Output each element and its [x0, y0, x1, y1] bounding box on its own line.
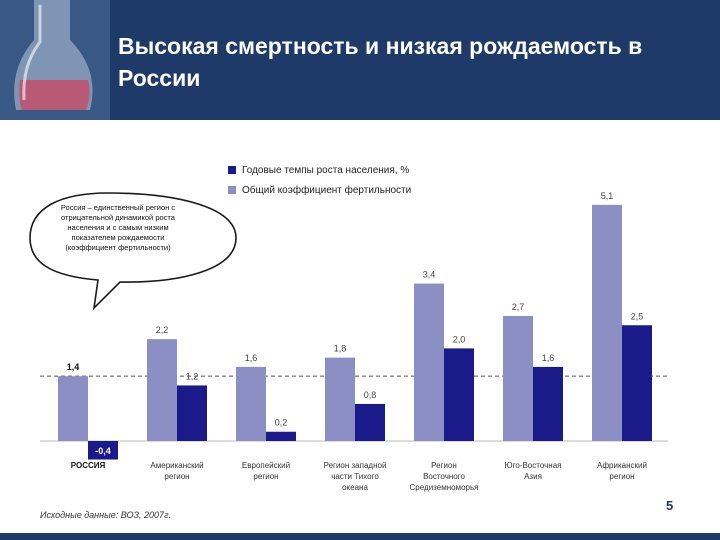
growth-bar-6 [622, 325, 652, 441]
growth-value-label-4: 2,0 [453, 334, 466, 344]
growth-bar-1 [177, 385, 207, 441]
growth-bar-4 [444, 348, 474, 441]
page-number: 5 [666, 498, 674, 513]
fertility-bar-2 [236, 366, 266, 441]
legend-label-fertility: Общий коэффициент фертильности [242, 184, 412, 196]
legend-item-fertility: Общий коэффициент фертильности [228, 180, 411, 200]
growth-value-label-2: 0,2 [275, 418, 288, 428]
fertility-bar-5 [503, 315, 533, 441]
fertility-bar-1 [147, 339, 177, 441]
fertility-value-label-5: 2,7 [512, 302, 525, 312]
chart-legend: Годовые темпы роста населения, % Общий к… [228, 160, 411, 200]
fertility-bar-6 [592, 204, 622, 441]
fertility-value-label-2: 1,6 [245, 353, 258, 363]
fertility-value-label-3: 1,8 [334, 344, 347, 354]
growth-bar-5 [533, 366, 563, 441]
fertility-bar-4 [414, 283, 444, 441]
fertility-bar-0 [58, 376, 88, 441]
fertility-value-label-1: 2,2 [156, 325, 169, 335]
growth-value-label-5: 1,6 [542, 353, 555, 363]
category-label-3: Регион западной части Тихого океана [324, 461, 387, 492]
category-label-1: Американский регион [150, 461, 203, 481]
legend-swatch-growth [228, 166, 236, 174]
legend-label-growth: Годовые темпы роста населения, % [242, 164, 410, 176]
growth-bar-3 [355, 403, 385, 441]
category-label-2: Европейский регион [242, 461, 290, 481]
bar-chart: 1,4 -0,4 РОССИЯ 2,2 1,2 Американский регион 1,6… [29, 191, 668, 492]
category-label-0: РОССИЯ [71, 461, 106, 470]
legend-swatch-fertility [228, 186, 236, 194]
growth-value-label-0: -0,4 [95, 446, 111, 456]
fertility-value-label-6: 5,1 [601, 191, 614, 201]
legend-item-growth: Годовые темпы роста населения, % [228, 160, 411, 180]
fertility-bar-3 [325, 357, 355, 441]
fertility-value-label-0: 1,4 [67, 362, 80, 372]
growth-bar-2 [266, 431, 296, 441]
callout-text: Россия – единственный регион с отрицател… [60, 203, 176, 252]
growth-value-label-3: 0,8 [364, 390, 377, 400]
category-label-4: Регион Восточного Средиземноморья [410, 461, 479, 492]
slide-title: Высокая смертность и низкая рождаемость … [118, 33, 643, 91]
growth-value-label-6: 2,5 [631, 311, 644, 321]
category-label-6: Африканский регион [597, 461, 647, 481]
bottom-bar [0, 533, 720, 540]
fertility-value-label-4: 3,4 [423, 270, 436, 280]
flask-image [0, 0, 110, 120]
growth-value-label-1: 1,2 [186, 371, 199, 381]
source-note: Исходные данные: ВОЗ, 2007г. [40, 510, 172, 520]
growth-bar-0 [88, 441, 118, 460]
callout-bubble [29, 192, 237, 311]
category-label-5: Юго-Восточная Азия [505, 461, 562, 481]
slide-header: Высокая смертность и низкая рождаемость … [0, 0, 720, 120]
